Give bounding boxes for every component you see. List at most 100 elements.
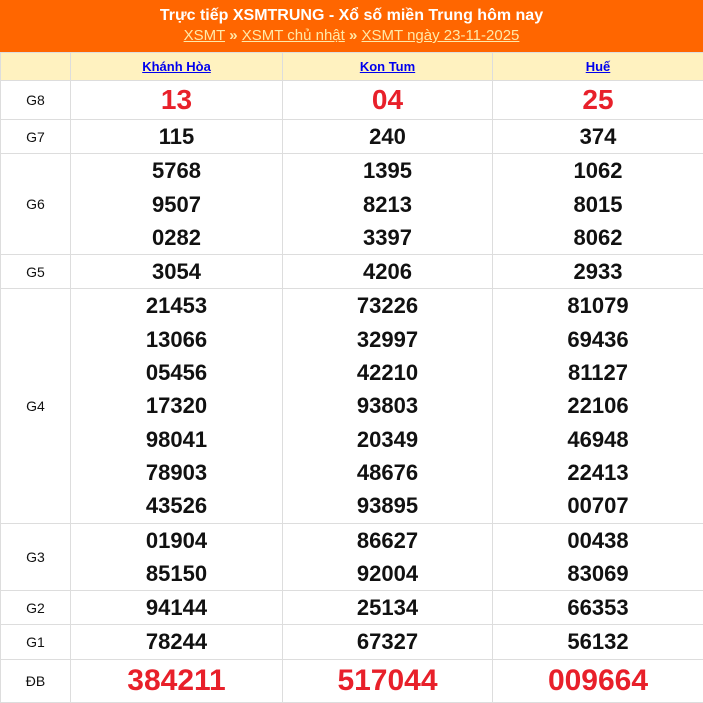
breadcrumb: XSMT » XSMT chủ nhật » XSMT ngày 23-11-2… [0,26,703,46]
winning-number: 81127 [493,356,703,389]
winning-number: 13 [71,81,282,119]
winning-number: 2933 [493,255,703,288]
winning-number: 115 [71,120,282,153]
prize-cell: 2933 [493,255,703,289]
empty-header-cell [1,53,71,81]
winning-number: 69436 [493,323,703,356]
winning-number: 21453 [71,289,282,322]
winning-number: 93803 [283,389,492,422]
winning-number: 17320 [71,389,282,422]
prize-cell: 56132 [493,625,703,659]
prize-cell: 94144 [71,591,283,625]
province-header-row: Khánh Hòa Kon Tum Huế [1,53,703,81]
winning-number: 73226 [283,289,492,322]
prize-label: G7 [1,120,71,154]
winning-number: 78244 [71,625,282,658]
winning-number: 13066 [71,323,282,356]
winning-number: 81079 [493,289,703,322]
winning-number: 517044 [283,660,492,702]
breadcrumb-xsmt-date[interactable]: XSMT ngày 23-11-2025 [362,27,520,44]
winning-number: 240 [283,120,492,153]
winning-number: 22106 [493,389,703,422]
winning-number: 5768 [71,154,282,187]
province-link-khanh-hoa[interactable]: Khánh Hòa [142,59,211,74]
winning-number: 009664 [493,660,703,702]
winning-number: 04 [283,81,492,119]
winning-number: 0282 [71,221,282,254]
winning-number: 3054 [71,255,282,288]
prize-cell: 25134 [283,591,493,625]
winning-number: 20349 [283,423,492,456]
prize-label: ĐB [1,659,71,702]
prize-cell: 374 [493,120,703,154]
province-link-hue[interactable]: Huế [586,59,611,74]
prize-cell: 13 [71,81,283,120]
prize-cell: 67327 [283,625,493,659]
winning-number: 46948 [493,423,703,456]
winning-number: 1062 [493,154,703,187]
winning-number: 22413 [493,456,703,489]
winning-number: 00707 [493,489,703,522]
prize-cell: 78244 [71,625,283,659]
winning-number: 85150 [71,557,282,590]
winning-number: 42210 [283,356,492,389]
prize-label: G4 [1,289,71,523]
prize-cell: 115 [71,120,283,154]
winning-number: 43526 [71,489,282,522]
winning-number: 66353 [493,591,703,624]
winning-number: 48676 [283,456,492,489]
prize-cell: 517044 [283,659,493,702]
winning-number: 25 [493,81,703,119]
page-header: Trực tiếp XSMTRUNG - Xổ số miền Trung hô… [0,0,703,52]
prize-label: G6 [1,154,71,255]
prize-cell: 4206 [283,255,493,289]
winning-number: 9507 [71,188,282,221]
winning-number: 384211 [71,660,282,702]
prize-label: G5 [1,255,71,289]
winning-number: 8015 [493,188,703,221]
prize-label: G2 [1,591,71,625]
winning-number: 67327 [283,625,492,658]
winning-number: 3397 [283,221,492,254]
prize-cell: 384211 [71,659,283,702]
prize-cell: 009664 [493,659,703,702]
province-link-kon-tum[interactable]: Kon Tum [360,59,415,74]
prize-cell: 3054 [71,255,283,289]
prize-cell: 66353 [493,591,703,625]
winning-number: 00438 [493,524,703,557]
winning-number: 78903 [71,456,282,489]
winning-number: 8062 [493,221,703,254]
winning-number: 86627 [283,524,492,557]
breadcrumb-xsmt-sunday[interactable]: XSMT chủ nhật [242,27,345,44]
prize-cell: 240 [283,120,493,154]
prize-cell: 04 [283,81,493,120]
prize-label: G1 [1,625,71,659]
winning-number: 94144 [71,591,282,624]
winning-number: 374 [493,120,703,153]
winning-number: 8213 [283,188,492,221]
breadcrumb-separator: » [349,27,357,44]
winning-number: 4206 [283,255,492,288]
prize-label: G8 [1,81,71,120]
breadcrumb-xsmt[interactable]: XSMT [184,27,225,44]
winning-number: 01904 [71,524,282,557]
breadcrumb-separator: » [229,27,237,44]
